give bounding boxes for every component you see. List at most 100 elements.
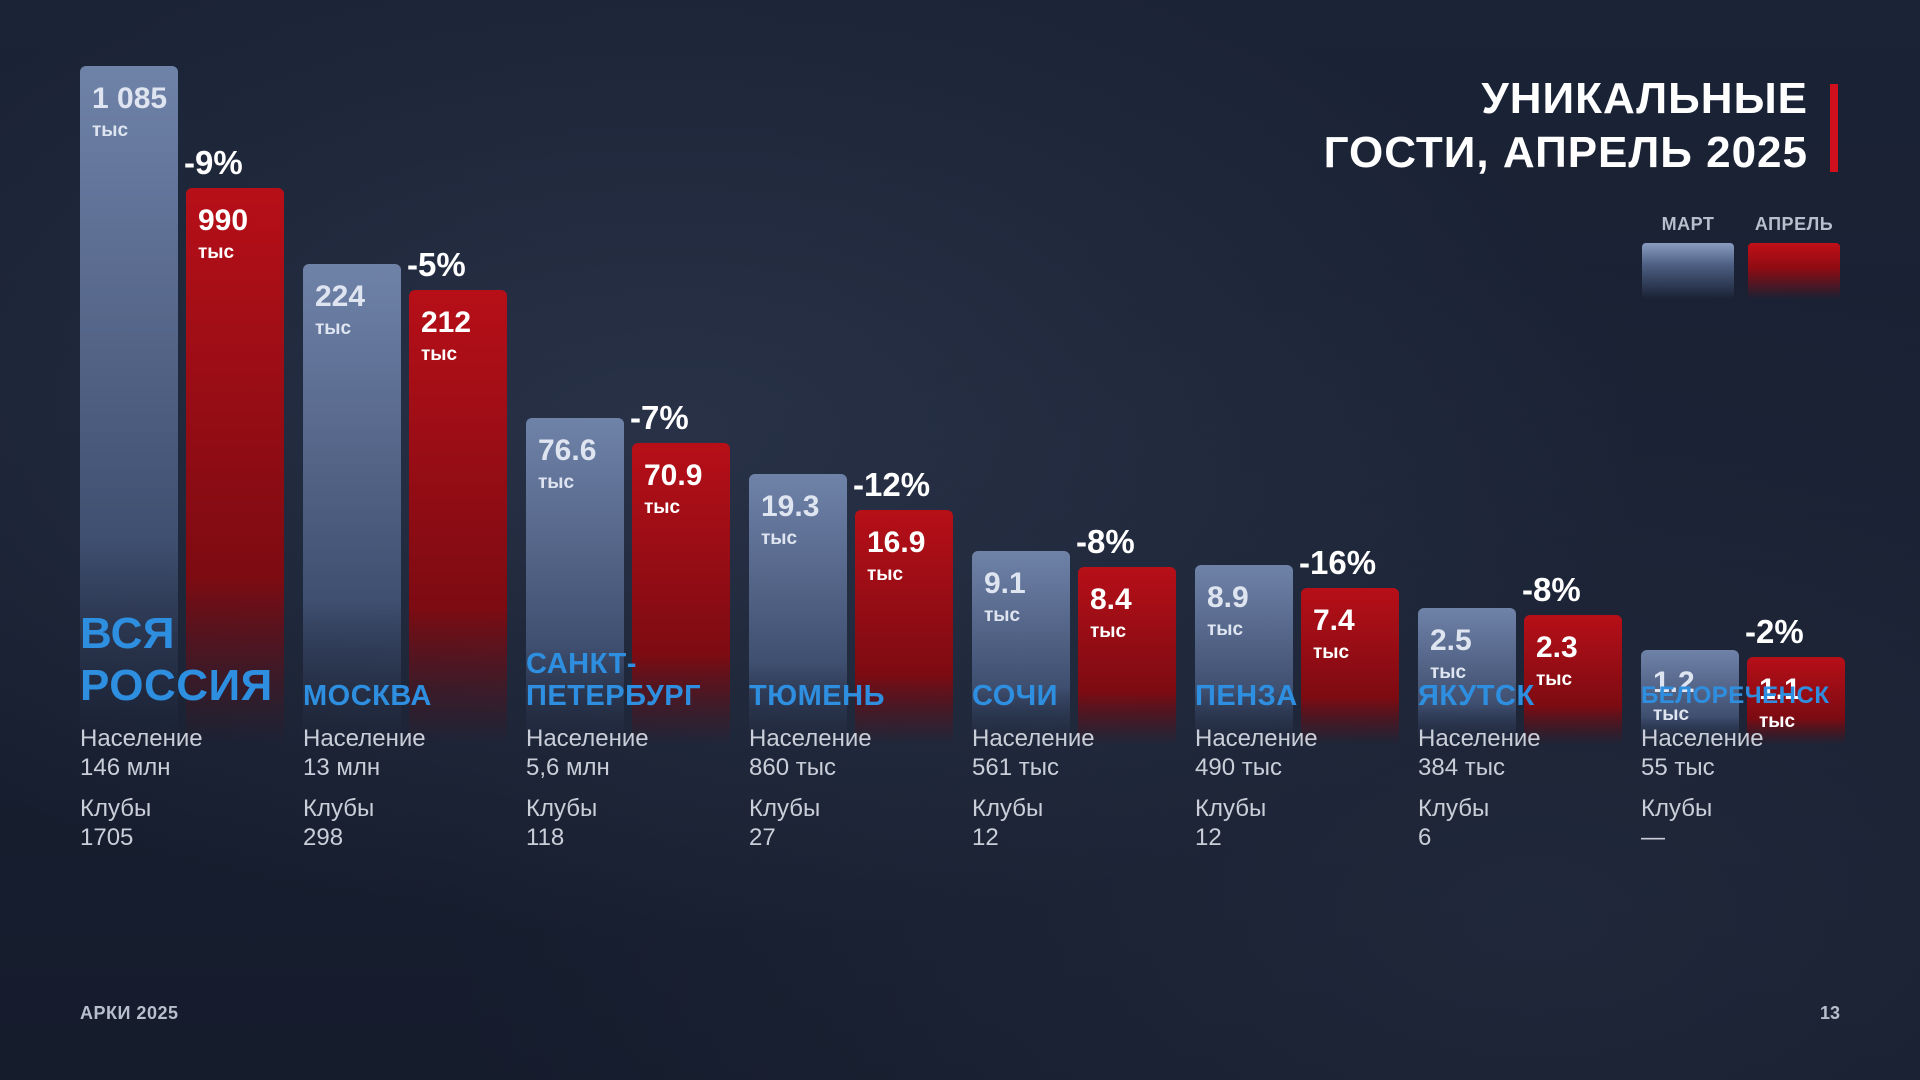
clubs-label: Клубы xyxy=(1195,795,1267,822)
population-value: 384 тыс xyxy=(1418,754,1505,781)
value-label-march-0: 1 085 xyxy=(92,82,167,115)
page-number: 13 xyxy=(1819,1003,1840,1023)
clubs-block: Клубы 118 xyxy=(526,794,736,852)
legend-label-april: АПРЕЛЬ xyxy=(1754,214,1834,234)
population-block: Население 5,6 млн xyxy=(526,724,736,782)
population-value: 561 тыс xyxy=(972,754,1059,781)
bar-april-3 xyxy=(855,510,953,745)
clubs-label: Клубы xyxy=(303,795,375,822)
value-label-april-4: 8.4 xyxy=(1090,583,1132,616)
city-column: СОЧИ Население 561 тыс Клубы 12 xyxy=(972,650,1182,852)
clubs-label: Клубы xyxy=(1418,795,1490,822)
change-label-4: -8% xyxy=(1076,523,1135,560)
city-column: ТЮМЕНЬ Население 860 тыс Клубы 27 xyxy=(749,650,959,852)
bar-april-6 xyxy=(1524,615,1622,745)
unit-label-march-6: тыс xyxy=(1430,662,1467,683)
change-label-5: -16% xyxy=(1299,544,1376,581)
bar-april-2 xyxy=(632,443,730,745)
population-value: 13 млн xyxy=(303,754,381,781)
unit-label-april-3: тыс xyxy=(867,564,904,585)
population-block: Население 561 тыс xyxy=(972,724,1182,782)
clubs-value: 12 xyxy=(1195,824,1222,851)
unit-label-march-3: тыс xyxy=(761,528,798,549)
footer-source: АРКИ 2025 xyxy=(80,1003,179,1023)
unit-label-march-5: тыс xyxy=(1207,619,1244,640)
bar-march-7 xyxy=(1641,650,1739,745)
bar-april-1 xyxy=(409,290,507,745)
bar-april-4 xyxy=(1078,567,1176,745)
clubs-label: Клубы xyxy=(80,795,152,822)
value-label-april-2: 70.9 xyxy=(644,459,702,492)
population-label: Население xyxy=(749,725,872,752)
clubs-label: Клубы xyxy=(972,795,1044,822)
legend-item-march: МАРТ xyxy=(1642,214,1734,299)
clubs-block: Клубы — xyxy=(1641,794,1851,852)
value-label-march-4: 9.1 xyxy=(984,567,1026,600)
legend-swatch-april xyxy=(1748,243,1840,299)
clubs-block: Клубы 298 xyxy=(303,794,513,852)
value-label-april-7: 1.1 xyxy=(1759,673,1801,706)
value-label-march-3: 19.3 xyxy=(761,490,819,523)
bar-march-0 xyxy=(80,66,178,745)
bar-march-5 xyxy=(1195,565,1293,745)
bar-april-5 xyxy=(1301,588,1399,745)
unit-label-april-5: тыс xyxy=(1313,642,1350,663)
unit-label-april-4: тыс xyxy=(1090,621,1127,642)
city-column: САНКТ-ПЕТЕРБУРГ Население 5,6 млн Клубы 118 xyxy=(526,648,736,852)
bar-march-3 xyxy=(749,474,847,745)
clubs-label: Клубы xyxy=(749,795,821,822)
population-label: Население xyxy=(1641,725,1764,752)
change-label-7: -2% xyxy=(1745,613,1804,650)
unit-label-march-7: тыс xyxy=(1653,704,1690,725)
clubs-value: 27 xyxy=(749,824,776,851)
clubs-value: 6 xyxy=(1418,824,1432,851)
city-column: МОСКВА Население 13 млн Клубы 298 xyxy=(303,650,513,852)
city-name: ПЕНЗА xyxy=(1195,680,1298,712)
bar-march-2 xyxy=(526,418,624,745)
clubs-block: Клубы 27 xyxy=(749,794,959,852)
city-name: ТЮМЕНЬ xyxy=(749,680,885,712)
clubs-block: Клубы 12 xyxy=(1195,794,1405,852)
change-label-6: -8% xyxy=(1522,571,1581,608)
population-value: 5,6 млн xyxy=(526,754,610,781)
population-block: Население 146 млн xyxy=(80,724,290,782)
city-name: САНКТ-ПЕТЕРБУРГ xyxy=(526,648,702,712)
title-accent-bar xyxy=(1830,84,1838,172)
title-line-1: УНИКАЛЬНЫЕ xyxy=(1481,74,1808,123)
population-block: Население 384 тыс xyxy=(1418,724,1628,782)
clubs-block: Клубы 1705 xyxy=(80,794,290,852)
clubs-label: Клубы xyxy=(526,795,598,822)
title-block: УНИКАЛЬНЫЕ ГОСТИ, АПРЕЛЬ 2025 xyxy=(1324,72,1838,180)
legend-item-april: АПРЕЛЬ xyxy=(1748,214,1840,299)
value-label-march-6: 2.5 xyxy=(1430,624,1472,657)
population-label: Население xyxy=(303,725,426,752)
bar-march-1 xyxy=(303,264,401,745)
unit-label-april-1: тыс xyxy=(421,344,458,365)
city-column: ЯКУТСК Население 384 тыс Клубы 6 xyxy=(1418,650,1628,852)
page-title: УНИКАЛЬНЫЕ ГОСТИ, АПРЕЛЬ 2025 xyxy=(1324,72,1808,180)
value-label-march-7: 1.2 xyxy=(1653,666,1695,699)
population-value: 860 тыс xyxy=(749,754,836,781)
clubs-block: Клубы 6 xyxy=(1418,794,1628,852)
value-label-april-0: 990 xyxy=(198,204,248,237)
change-label-3: -12% xyxy=(853,466,930,503)
unit-label-april-2: тыс xyxy=(644,497,681,518)
city-column: БЕЛОРЕЧЕНСК Население 55 тыс Клубы — xyxy=(1641,650,1851,852)
unit-label-april-6: тыс xyxy=(1536,669,1573,690)
unit-label-march-1: тыс xyxy=(315,318,352,339)
clubs-value: 298 xyxy=(303,824,344,851)
city-name: МОСКВА xyxy=(303,680,432,712)
city-name: БЕЛОРЕЧЕНСК xyxy=(1641,682,1830,709)
value-label-march-2: 76.6 xyxy=(538,434,596,467)
change-label-0: -9% xyxy=(184,144,243,181)
city-name: СОЧИ xyxy=(972,680,1058,712)
population-label: Население xyxy=(80,725,203,752)
legend-label-march: МАРТ xyxy=(1661,214,1715,234)
population-block: Население 55 тыс xyxy=(1641,724,1851,782)
population-label: Население xyxy=(1195,725,1318,752)
bar-april-7 xyxy=(1747,657,1845,745)
value-label-april-5: 7.4 xyxy=(1313,604,1355,637)
change-label-2: -7% xyxy=(630,399,689,436)
population-block: Население 490 тыс xyxy=(1195,724,1405,782)
